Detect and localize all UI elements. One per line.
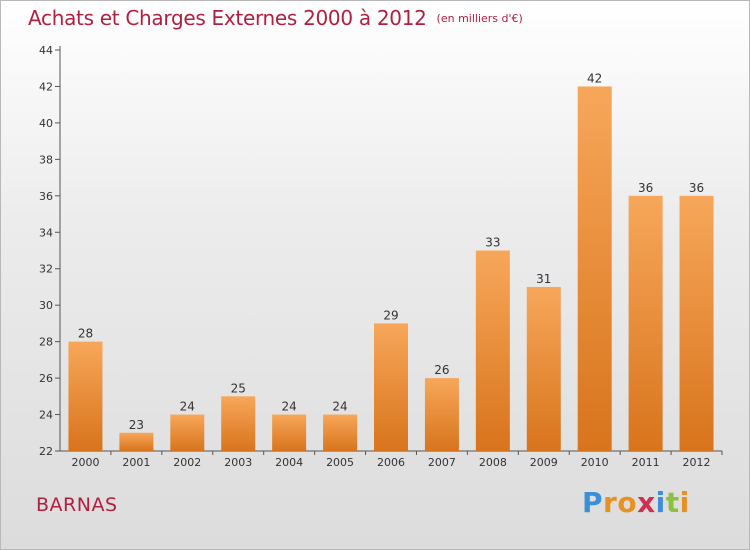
y-tick-label: 24 <box>39 409 53 422</box>
x-tick-label-2004: 2004 <box>275 456 303 469</box>
bar-2006 <box>374 323 408 451</box>
y-tick-label: 30 <box>39 299 53 312</box>
data-label-2000: 28 <box>78 327 93 341</box>
bar-2004 <box>272 414 307 451</box>
data-label-2004: 24 <box>282 400 297 414</box>
bar-2001 <box>119 432 154 451</box>
data-label-2005: 24 <box>332 400 347 414</box>
data-label-2003: 25 <box>231 381 246 395</box>
y-tick-label: 40 <box>39 117 53 130</box>
y-tick-label: 34 <box>39 226 53 239</box>
x-tick-label-2008: 2008 <box>479 456 507 469</box>
bar-2011 <box>628 195 663 451</box>
brand-letter: t <box>665 486 680 519</box>
brand-letter: o <box>617 486 638 519</box>
y-tick-label: 38 <box>39 153 53 166</box>
brand-letter: x <box>637 486 656 519</box>
bar-2010 <box>577 86 612 452</box>
y-tick-label: 28 <box>39 336 53 349</box>
data-label-2010: 42 <box>587 71 602 85</box>
y-tick-label: 44 <box>39 44 53 57</box>
brand-letter: i <box>679 486 690 519</box>
bar-2002 <box>170 414 205 451</box>
y-tick-label: 36 <box>39 190 53 203</box>
data-label-2001: 23 <box>129 418 144 432</box>
x-tick-label-2000: 2000 <box>71 456 99 469</box>
data-label-2011: 36 <box>638 181 653 195</box>
x-tick-label-2006: 2006 <box>377 456 405 469</box>
x-tick-label-2012: 2012 <box>683 456 711 469</box>
x-tick-label-2011: 2011 <box>632 456 660 469</box>
y-tick-label: 32 <box>39 263 53 276</box>
data-label-2012: 36 <box>689 181 704 195</box>
chart-unit-label: (en milliers d'€) <box>436 12 523 25</box>
y-tick-label: 26 <box>39 372 53 385</box>
y-tick-label: 42 <box>39 80 53 93</box>
data-label-2007: 26 <box>434 363 449 377</box>
data-label-2006: 29 <box>383 308 398 322</box>
brand-letter: i <box>655 486 666 519</box>
bar-2012 <box>679 195 714 451</box>
x-tick-label-2003: 2003 <box>224 456 252 469</box>
y-tick-label: 22 <box>39 445 53 458</box>
data-label-2002: 24 <box>180 400 195 414</box>
x-tick-label-2007: 2007 <box>428 456 456 469</box>
x-tick-label-2009: 2009 <box>530 456 558 469</box>
title-block: Achats et Charges Externes 2000 à 2012 (e… <box>28 6 523 30</box>
x-tick-label-2005: 2005 <box>326 456 354 469</box>
chart-title: Achats et Charges Externes 2000 à 2012 <box>28 6 427 30</box>
data-label-2009: 31 <box>536 272 551 286</box>
bar-2003 <box>221 396 256 451</box>
bar-2000 <box>68 341 103 451</box>
brand-logo: Proxiti <box>582 486 690 519</box>
bars <box>68 86 714 452</box>
bar-2008 <box>475 250 510 451</box>
brand-letter: P <box>582 486 604 519</box>
x-tick-label-2001: 2001 <box>122 456 150 469</box>
brand-letter: r <box>603 486 618 519</box>
commune-name: BARNAS <box>36 494 118 516</box>
bar-2005 <box>323 414 358 451</box>
x-tick-label-2002: 2002 <box>173 456 201 469</box>
data-labels: 28 23 24 25 24 24 29 26 33 31 42 36 36 <box>78 71 704 431</box>
data-label-2008: 33 <box>485 236 500 250</box>
x-tick-label-2010: 2010 <box>581 456 609 469</box>
bar-2009 <box>526 286 561 451</box>
bar-2007 <box>424 378 459 451</box>
